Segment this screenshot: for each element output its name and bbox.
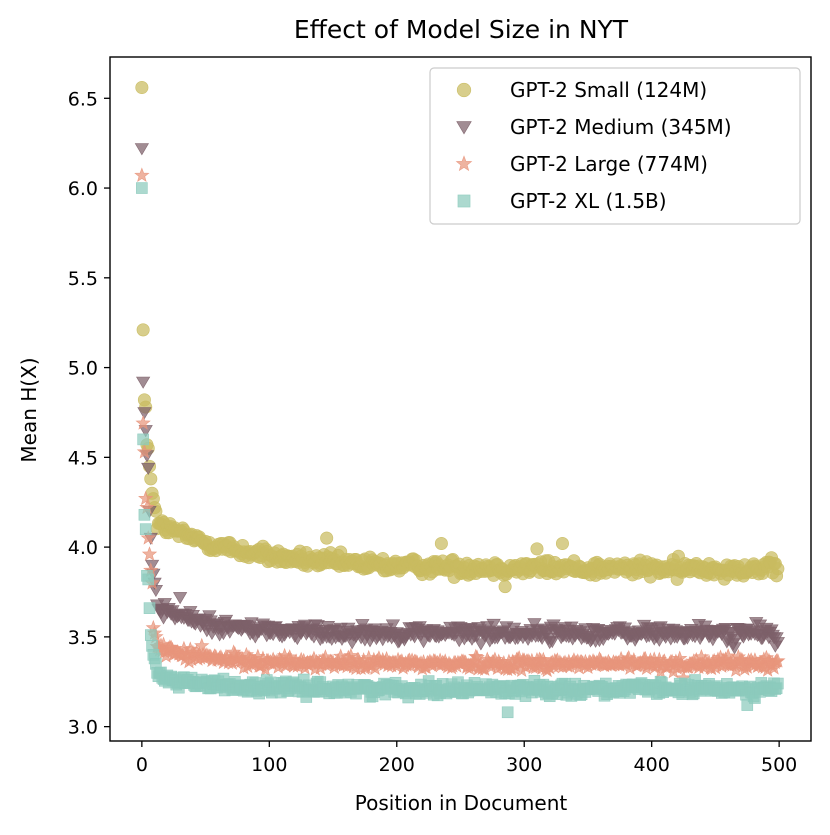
x-tick-label: 400 bbox=[634, 754, 670, 776]
series-4-points bbox=[136, 182, 784, 719]
data-point bbox=[473, 638, 489, 651]
x-axis-label: Position in Document bbox=[355, 791, 568, 815]
data-point bbox=[135, 81, 149, 95]
legend-label: GPT-2 Large (774M) bbox=[510, 152, 708, 176]
data-point bbox=[137, 433, 149, 446]
y-tick-label: 3.0 bbox=[68, 717, 98, 739]
data-point bbox=[501, 706, 514, 719]
data-point bbox=[144, 629, 157, 641]
y-tick-label: 6.0 bbox=[68, 178, 98, 200]
data-point bbox=[172, 592, 188, 605]
legend-marker bbox=[455, 155, 473, 172]
data-point bbox=[136, 376, 151, 389]
data-point bbox=[545, 636, 560, 649]
x-tick-label: 0 bbox=[136, 754, 148, 776]
series-1-points bbox=[135, 81, 785, 594]
x-tick-label: 500 bbox=[761, 754, 797, 776]
y-tick-label: 4.0 bbox=[68, 537, 98, 559]
data-point bbox=[555, 537, 569, 551]
data-point bbox=[134, 143, 149, 156]
plot-area: 0 100 200 300 400 500 3.0 3.5 4.0 4.5 5.0 5.5 6.0 6.5 bbox=[68, 56, 812, 776]
legend-label: GPT-2 XL (1.5B) bbox=[510, 189, 667, 213]
x-tick-label: 100 bbox=[251, 754, 287, 776]
legend: GPT-2 Small (124M) GPT-2 Medium (345M) GPT… bbox=[429, 67, 801, 225]
data-point bbox=[136, 323, 150, 337]
x-tick-label: 300 bbox=[506, 754, 542, 776]
data-point bbox=[385, 619, 401, 632]
data-point bbox=[144, 559, 160, 572]
y-tick-label: 6.5 bbox=[68, 88, 98, 110]
data-point bbox=[141, 546, 158, 561]
legend-box bbox=[429, 67, 801, 225]
data-point bbox=[144, 472, 158, 486]
data-point bbox=[320, 531, 334, 545]
data-point bbox=[469, 649, 485, 665]
data-point bbox=[138, 490, 154, 506]
data-point bbox=[148, 584, 164, 598]
legend-marker bbox=[457, 194, 471, 208]
legend-label: GPT-2 Small (124M) bbox=[510, 78, 707, 102]
data-point bbox=[770, 637, 785, 650]
data-point bbox=[135, 415, 151, 430]
data-point bbox=[486, 618, 501, 631]
data-point bbox=[728, 634, 743, 647]
legend-marker bbox=[456, 82, 472, 98]
data-point bbox=[141, 462, 156, 475]
data-point bbox=[136, 182, 148, 194]
data-point bbox=[771, 562, 785, 576]
data-point bbox=[530, 542, 544, 556]
data-point bbox=[137, 407, 152, 420]
data-point bbox=[138, 508, 151, 521]
data-point bbox=[194, 637, 210, 653]
data-point bbox=[134, 167, 150, 183]
data-point bbox=[142, 573, 155, 586]
legend-marker bbox=[456, 121, 472, 135]
data-point bbox=[720, 648, 736, 663]
axes-frame bbox=[109, 56, 812, 742]
y-tick-label: 5.0 bbox=[68, 358, 98, 380]
data-point bbox=[139, 523, 152, 535]
data-point bbox=[143, 602, 156, 614]
y-axis-label: Mean H(X) bbox=[17, 357, 41, 462]
x-tick-label: 200 bbox=[379, 754, 415, 776]
legend-label: GPT-2 Medium (345M) bbox=[510, 115, 732, 139]
data-point bbox=[498, 580, 512, 594]
y-tick-label: 5.5 bbox=[68, 268, 98, 290]
data-point bbox=[770, 652, 786, 668]
series-3-points bbox=[134, 167, 786, 685]
data-point bbox=[140, 530, 156, 545]
data-point bbox=[136, 443, 153, 459]
data-point bbox=[741, 699, 754, 711]
data-point bbox=[772, 677, 784, 690]
chart-title: Effect of Model Size in NYT bbox=[294, 15, 629, 44]
data-point bbox=[434, 537, 448, 551]
y-tick-label: 3.5 bbox=[68, 627, 98, 649]
y-tick-label: 4.5 bbox=[68, 447, 98, 469]
series-2-points bbox=[134, 143, 785, 655]
